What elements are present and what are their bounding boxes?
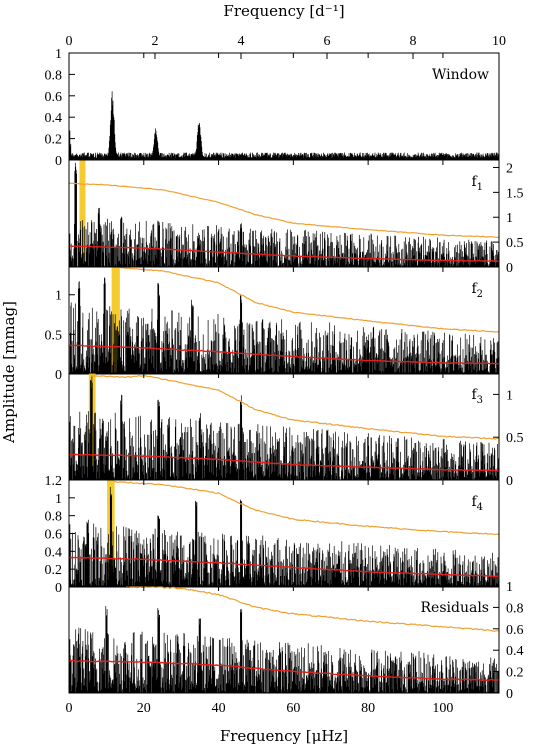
panel-plot-area [69,480,499,587]
y-tick-label: 0 [55,368,62,383]
y-tick-label: 1.5 [506,186,524,201]
panel-label: f2 [471,281,483,300]
amplitude-spectrum [69,162,499,267]
x-tick-label: 100 [432,701,453,716]
amplitude-spectrum [69,91,499,160]
panel-plot-area [69,586,499,693]
y-tick-label: 0.5 [506,236,524,251]
y-tick-label: 1 [55,289,62,304]
panel-frame [68,159,500,268]
panel-frame [68,585,500,694]
x-top-tick-label: 6 [324,34,331,49]
x-tick-label: 20 [137,701,151,716]
x-tick-label: 60 [286,701,300,716]
prewhitened-frequency-highlight [79,160,86,267]
top-axis-title: Frequency [d⁻¹] [223,2,344,20]
y-tick-label: 0.4 [45,545,63,560]
y-tick-label: 0.6 [506,623,524,638]
y-tick-label: 2 [506,161,513,176]
y-tick-label: 0.8 [45,68,63,83]
x-top-tick-label: 0 [66,34,73,49]
y-tick-label: 0.6 [45,90,63,105]
x-top-tick-label: 10 [492,34,506,49]
panel-f1: 0 0.5 1 1.5 2 f1 [68,159,524,276]
panel-residuals: 0 0.2 0.4 0.6 0.8 1 Residuals [68,580,524,702]
noise-level-line [69,453,499,472]
y-tick-label: 0.8 [506,601,524,616]
panel-f2: 0 0.5 1 f2 [45,266,500,383]
y-tick-label: 0.4 [506,644,524,659]
panel-label: Window [432,67,489,83]
panel-plot-area [69,160,499,267]
amplitude-spectrum [69,487,499,587]
y-tick-label: 0 [506,687,513,702]
top-frequency-axis: 0 2 4 6 8 10 [66,34,506,59]
y-axis-title: Amplitude [mmag] [0,301,18,444]
panel-frame [68,266,500,375]
significance-threshold-line [113,267,499,333]
x-tick-label: 40 [212,701,226,716]
y-tick-label: 1.2 [45,474,63,489]
y-tick-label: 1 [506,580,513,595]
x-tick-label: 0 [66,701,73,716]
significance-threshold-line [91,375,499,440]
y-tick-label: 0.2 [506,666,524,681]
panel-label: Residuals [421,600,489,616]
panel-label: f3 [471,387,483,406]
significance-threshold-line [69,182,499,239]
y-tick-label: 0 [506,474,513,489]
panel-label: f1 [471,174,483,193]
noise-level-line [69,245,499,262]
y-tick-label: 0 [506,261,513,276]
y-tick-label: 1 [506,388,513,403]
x-top-tick-label: 8 [410,34,417,49]
panel-plot-area [69,267,499,374]
y-tick-label: 1 [55,47,62,62]
bottom-frequency-axis: 0 20 40 60 80 100 [66,701,454,716]
panel-f3: 0 0.5 1 f3 [68,372,524,489]
significance-threshold-line [124,586,499,632]
amplitude-spectrum [69,277,499,374]
y-tick-label: 0.4 [45,111,63,126]
y-tick-label: 0.5 [45,328,63,343]
panel-window: 0 0.2 0.4 0.6 0.8 1 Window [45,47,500,169]
x-tick-label: 80 [361,701,375,716]
panel-label: f4 [471,494,483,513]
noise-level-line [69,344,499,365]
amplitude-spectrum [69,606,499,693]
y-tick-label: 0.2 [45,563,63,578]
y-tick-label: 0.8 [45,510,63,525]
noise-level-line [69,659,499,682]
y-tick-label: 0 [55,154,62,169]
significance-threshold-line [113,480,499,536]
noise-level-line [69,556,499,578]
y-tick-label: 0.2 [45,133,63,148]
y-tick-label: 1 [506,211,513,226]
y-tick-label: 0 [55,581,62,596]
y-tick-label: 0.6 [45,528,63,543]
panel-f4: 0 0.2 0.4 0.6 0.8 1 1.2 f4 [45,474,500,596]
bottom-axis-title: Frequency [μHz] [220,727,348,745]
x-top-tick-label: 4 [238,34,245,49]
x-top-tick-label: 2 [152,34,159,49]
panel-plot-area [69,91,499,160]
prewhitened-frequency-highlight [111,267,120,374]
panel-plot-area [69,373,499,480]
y-tick-label: 0.5 [506,431,524,446]
y-tick-label: 1 [55,492,62,507]
